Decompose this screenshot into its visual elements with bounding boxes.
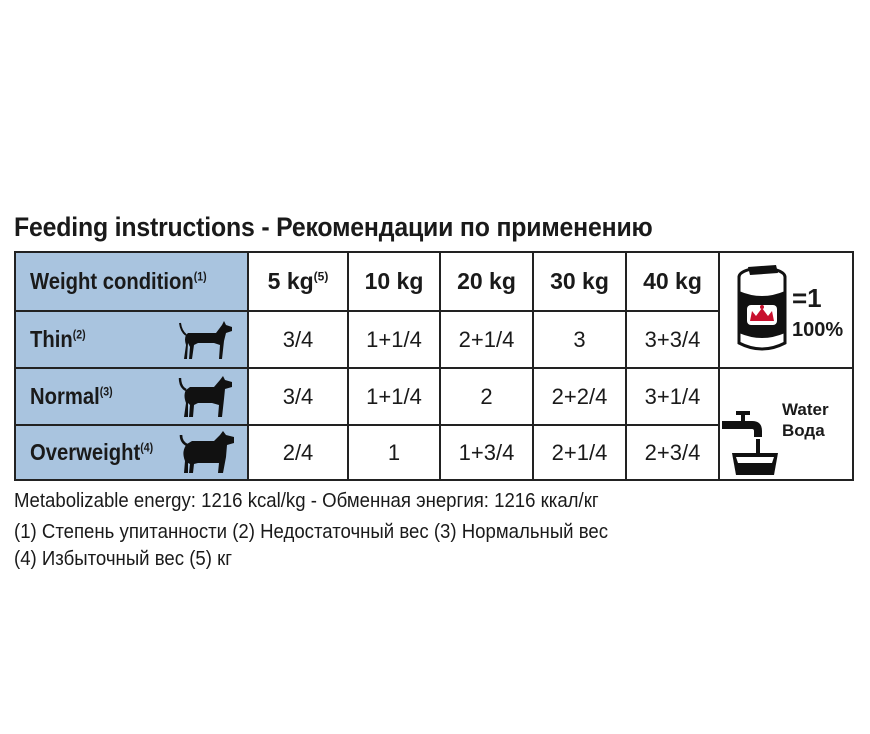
header-weight-20kg: 20 kg: [457, 268, 516, 294]
table-cell: 1+1/4: [366, 383, 422, 409]
table-cell: 1+3/4: [458, 439, 515, 465]
can-legend: =1 100%: [720, 253, 852, 367]
table-cell: 3/4: [282, 326, 314, 352]
can-percent-text: 100%: [792, 319, 844, 341]
row-label-thin: Thin(2): [16, 312, 247, 367]
table-cell: 3+1/4: [644, 383, 701, 409]
table-cell: 2: [480, 383, 493, 409]
normal-dog-icon: [178, 376, 232, 417]
table-cell: 2+1/4: [458, 326, 515, 352]
water-tap-bowl-icon: [722, 411, 778, 475]
table-cell: 3: [573, 326, 586, 352]
table-cell: 2+2/4: [551, 383, 608, 409]
table-cell: 2+3/4: [644, 439, 701, 465]
feeding-table: Weight condition(1) 5 kg(5) 10 kg 20 kg …: [14, 251, 854, 481]
table-cell: 3/4: [282, 383, 314, 409]
header-weight-40kg: 40 kg: [643, 268, 702, 294]
can-equals-text: =1: [792, 283, 822, 313]
footer-notes-1: (1) Степень упитанности (2) Недостаточны…: [14, 521, 609, 543]
thin-dog-icon: [179, 321, 232, 359]
row-label-normal: Normal(3): [16, 369, 247, 424]
water-label: Water Вода: [782, 400, 829, 440]
page-title: Feeding instructions - Рекомендации по п…: [14, 212, 653, 242]
table-cell: 2+1/4: [551, 439, 608, 465]
table-cell: 2/4: [282, 439, 314, 465]
table-cell: 1+1/4: [366, 326, 422, 352]
can-icon: [737, 265, 787, 351]
header-weight-30kg: 30 kg: [550, 268, 609, 294]
table-cell: 3+3/4: [644, 326, 701, 352]
footer-energy: Metabolizable energy: 1216 kcal/kg - Обм…: [14, 490, 599, 512]
header-weight-5kg: 5 kg(5): [267, 268, 329, 294]
table-cell: 1: [387, 439, 401, 465]
footer-notes-2: (4) Избыточный вес (5) кг: [14, 548, 233, 570]
header-weight-10kg: 10 kg: [364, 268, 424, 294]
row-label-overweight: Overweight(4): [16, 426, 247, 479]
water-legend: Water Вода: [720, 369, 852, 479]
overweight-dog-icon: [179, 431, 234, 473]
header-weight-condition: Weight condition(1): [16, 253, 247, 310]
